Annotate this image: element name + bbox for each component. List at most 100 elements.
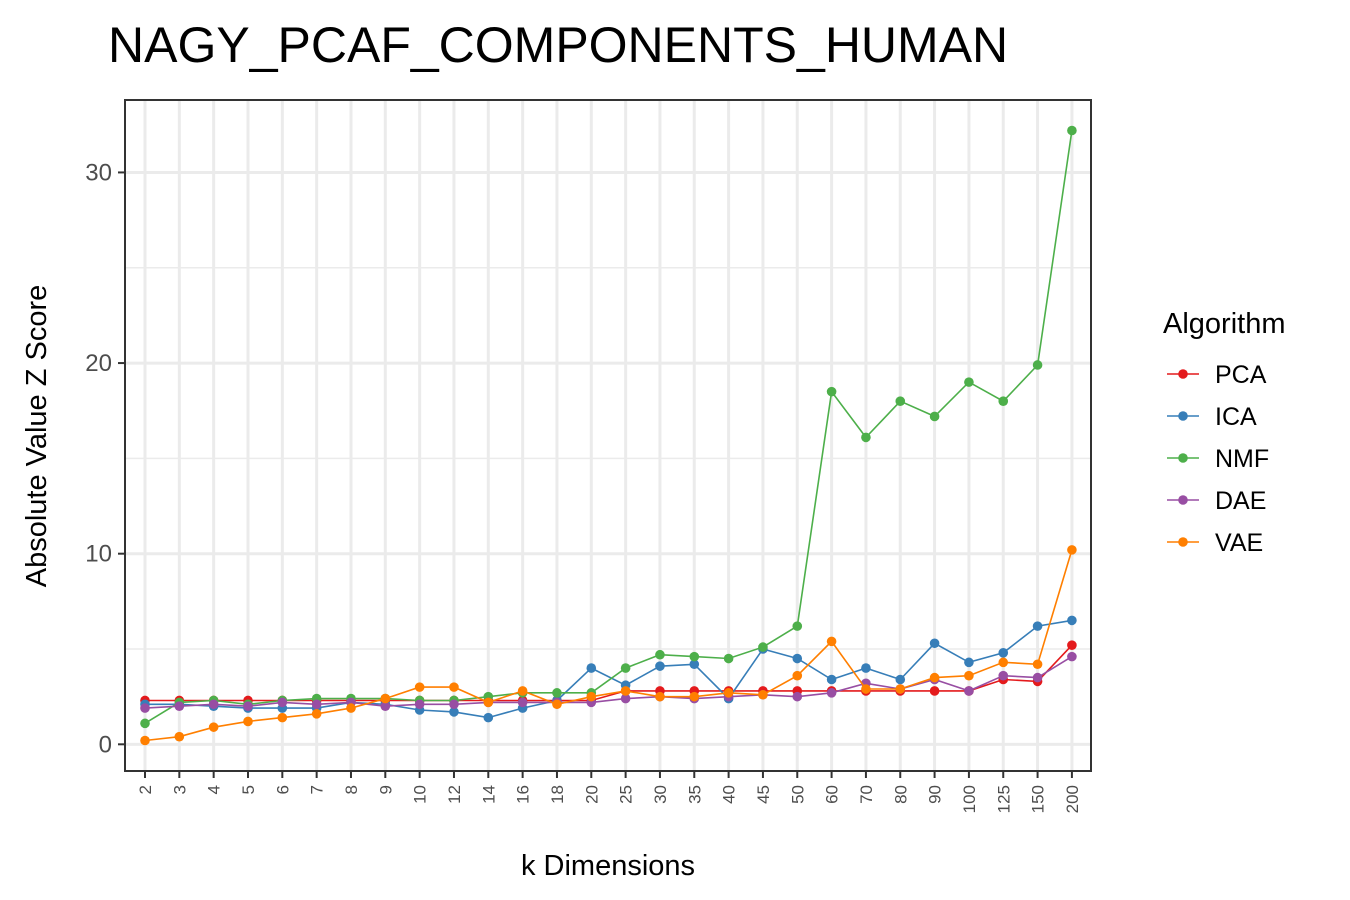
legend-item-pca: PCA <box>1167 361 1267 389</box>
series-line-nmf <box>144 130 1073 724</box>
legend-label: VAE <box>1215 529 1263 557</box>
legend-item-nmf: NMF <box>1167 445 1269 473</box>
data-point <box>483 697 494 708</box>
x-tick-label: 25 <box>617 785 636 804</box>
x-tick-label: 45 <box>754 785 773 804</box>
data-point <box>449 682 459 692</box>
x-tick-label: 50 <box>788 785 807 804</box>
y-axis-title: Absolute Value Z Score <box>21 285 53 588</box>
y-tick-label: 30 <box>85 159 112 186</box>
data-point <box>998 670 1009 681</box>
data-point <box>758 642 768 652</box>
data-point <box>964 377 974 387</box>
data-point <box>1032 659 1043 670</box>
data-point <box>243 716 253 727</box>
data-point <box>861 663 871 673</box>
data-point <box>826 674 837 685</box>
data-point <box>208 722 219 732</box>
x-tick-label: 4 <box>205 785 224 794</box>
chart-title: NAGY_PCAF_COMPONENTS_HUMAN <box>108 17 1008 73</box>
data-point <box>620 663 631 673</box>
data-point <box>140 703 150 713</box>
x-tick-label: 18 <box>548 785 567 804</box>
x-tick-label: 40 <box>720 785 739 804</box>
y-tick-label: 0 <box>99 731 112 758</box>
data-point <box>208 699 219 710</box>
panel-border <box>124 99 1092 772</box>
data-point <box>998 648 1009 658</box>
x-tick-label: 125 <box>994 785 1013 813</box>
plot-panel <box>124 99 1092 772</box>
data-point <box>243 701 253 711</box>
data-point <box>620 693 631 704</box>
data-point <box>552 699 562 710</box>
data-point <box>174 701 185 711</box>
x-tick-label: 35 <box>685 785 704 804</box>
data-point <box>964 657 974 668</box>
legend: Algorithm PCA ICA NMF DAE VAE <box>1163 308 1286 557</box>
x-tick-label: 6 <box>273 785 292 794</box>
data-point <box>517 686 528 696</box>
data-point <box>277 697 288 708</box>
data-point <box>929 672 940 683</box>
data-point <box>689 659 700 670</box>
x-tick-label: 16 <box>514 785 533 804</box>
data-point <box>552 688 562 698</box>
series-nmf <box>140 125 1077 729</box>
x-tick-label: 150 <box>1029 785 1048 813</box>
grid <box>125 100 1091 771</box>
data-point <box>655 649 665 660</box>
x-tick-label: 5 <box>239 785 258 794</box>
data-point <box>723 688 734 698</box>
x-tick-label: 20 <box>582 785 601 804</box>
data-point <box>929 686 940 696</box>
legend-label: NMF <box>1215 445 1269 473</box>
data-point <box>140 718 150 729</box>
data-point <box>414 682 425 692</box>
data-point <box>449 707 459 717</box>
data-point <box>380 693 391 704</box>
x-tick-label: 60 <box>823 785 842 804</box>
data-point <box>929 638 940 649</box>
series-pca <box>140 640 1077 706</box>
data-point <box>929 411 940 422</box>
series-line-dae <box>144 655 1073 709</box>
data-point <box>311 709 322 719</box>
legend-item-dae: DAE <box>1167 487 1266 515</box>
data-point <box>586 663 597 673</box>
data-point <box>998 396 1009 406</box>
legend-key-point <box>1178 411 1188 421</box>
x-axis: 2 3 4 5 6 7 8 9 10 12 14 16 18 20 25 30 35 40 45 50 60 70 80 90… <box>136 771 1082 813</box>
series-line-vae <box>144 549 1073 742</box>
x-tick-label: 30 <box>651 785 670 804</box>
y-tick-label: 20 <box>85 350 112 377</box>
data-point <box>964 686 974 696</box>
legend-key-point <box>1178 495 1188 505</box>
legend-item-ica: ICA <box>1167 403 1257 431</box>
x-tick-label: 90 <box>926 785 945 804</box>
series-line-ica <box>145 619 1073 719</box>
data-point <box>792 670 803 681</box>
data-point <box>826 688 837 698</box>
data-point <box>792 653 803 664</box>
data-point <box>689 691 700 702</box>
data-point <box>586 691 597 702</box>
series-vae <box>140 545 1077 746</box>
x-tick-label: 7 <box>308 785 327 794</box>
x-tick-label: 9 <box>376 785 395 794</box>
legend-items: PCA ICA NMF DAE VAE <box>1167 361 1269 557</box>
data-point <box>964 670 974 681</box>
x-tick-label: 10 <box>411 785 430 804</box>
legend-key-point <box>1178 453 1188 463</box>
data-point <box>758 689 768 700</box>
y-axis: 0 10 20 30 <box>85 159 125 758</box>
data-point <box>1067 545 1077 555</box>
data-point <box>1067 615 1077 626</box>
data-point <box>346 703 356 713</box>
y-tick-label: 10 <box>85 541 112 568</box>
data-point <box>140 735 150 746</box>
x-tick-label: 100 <box>960 785 979 813</box>
series-dae <box>140 651 1077 713</box>
data-point <box>723 653 734 664</box>
